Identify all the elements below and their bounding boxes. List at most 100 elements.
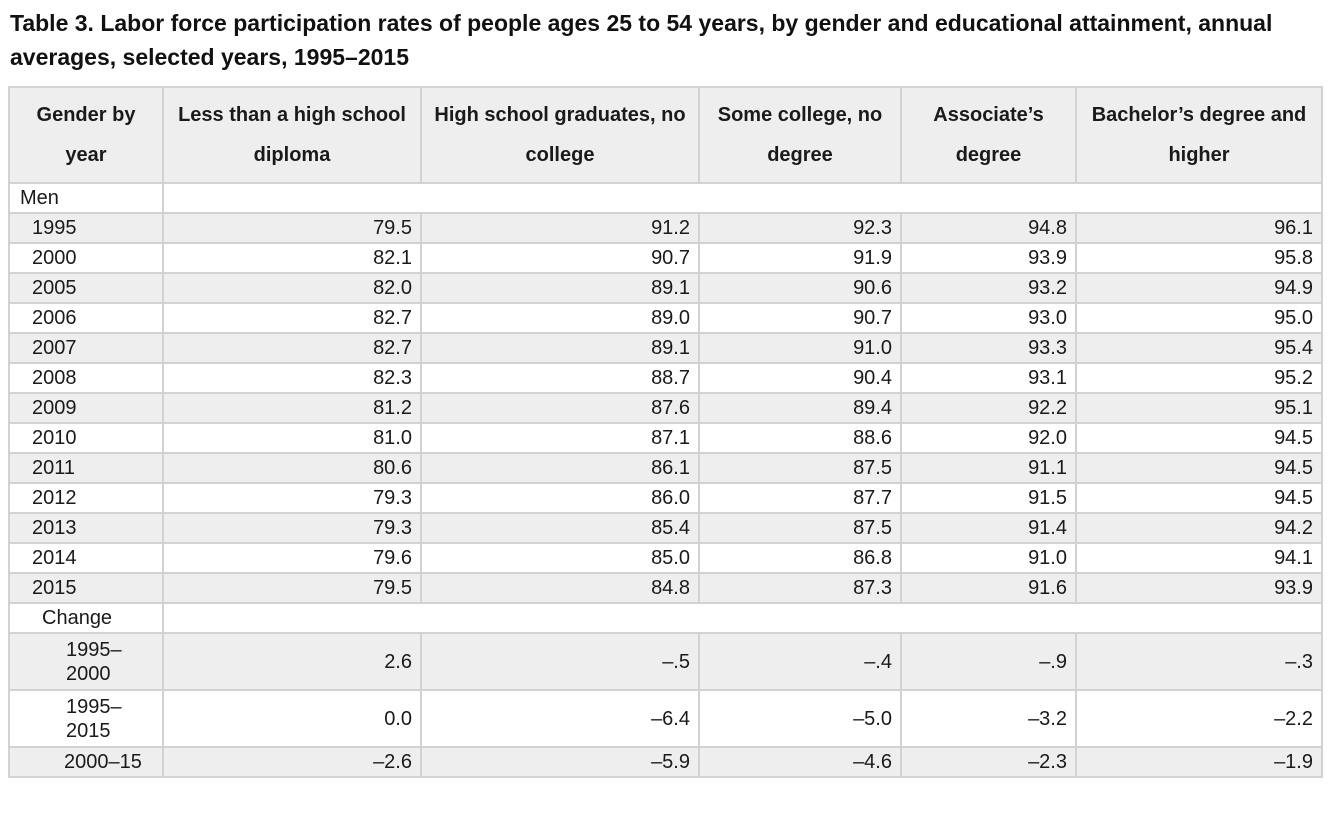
table-cell: 89.1: [420, 272, 700, 304]
table-cell: 84.8: [420, 572, 700, 604]
table-cell: 90.6: [698, 272, 902, 304]
table-row: 2009 81.2 87.6 89.4 92.2 95.1: [8, 392, 1323, 424]
table-cell: –.3: [1075, 632, 1323, 691]
table-row: 1995–2000 2.6 –.5 –.4 –.9 –.3: [8, 632, 1323, 691]
table-cell: 95.1: [1075, 392, 1323, 424]
table-cell: –6.4: [420, 689, 700, 748]
table-cell: –.4: [698, 632, 902, 691]
table-cell: 91.9: [698, 242, 902, 274]
table-row: 2015 79.5 84.8 87.3 91.6 93.9: [8, 572, 1323, 604]
table-cell: –2.2: [1075, 689, 1323, 748]
table-row: 2013 79.3 85.4 87.5 91.4 94.2: [8, 512, 1323, 544]
table-cell: 82.1: [162, 242, 422, 274]
row-label: 2000–15: [8, 746, 164, 778]
table-cell: 91.0: [698, 332, 902, 364]
table-cell: 94.5: [1075, 452, 1323, 484]
table-cell: 93.9: [1075, 572, 1323, 604]
table-cell: 91.5: [900, 482, 1077, 514]
table-cell: 90.7: [698, 302, 902, 334]
row-label: 2013: [8, 512, 164, 544]
column-header-gender-by-year: Gender by year: [8, 86, 164, 184]
table-row: 2000–15 –2.6 –5.9 –4.6 –2.3 –1.9: [8, 746, 1323, 778]
table-cell: 86.0: [420, 482, 700, 514]
row-label: 1995–2015: [8, 689, 164, 748]
table-cell: 87.3: [698, 572, 902, 604]
table-cell: 91.2: [420, 212, 700, 244]
table-cell: 90.7: [420, 242, 700, 274]
row-label: 2008: [8, 362, 164, 394]
section-row-change: Change: [8, 602, 1323, 634]
table-cell: 89.1: [420, 332, 700, 364]
table-cell: 93.1: [900, 362, 1077, 394]
table-cell: –5.9: [420, 746, 700, 778]
section-row-fill: [162, 602, 1323, 634]
table-cell: –4.6: [698, 746, 902, 778]
table-cell: 86.8: [698, 542, 902, 574]
table-cell: 87.1: [420, 422, 700, 454]
table-cell: 95.0: [1075, 302, 1323, 334]
section-row-men: Men: [8, 182, 1323, 214]
table-cell: 88.7: [420, 362, 700, 394]
column-header-less-than-high-school: Less than a high school diploma: [162, 86, 422, 184]
header-row: Gender by year Less than a high school d…: [8, 86, 1323, 184]
table-cell: 81.0: [162, 422, 422, 454]
table-cell: 93.0: [900, 302, 1077, 334]
table-cell: –5.0: [698, 689, 902, 748]
table-cell: 91.6: [900, 572, 1077, 604]
table-cell: 85.0: [420, 542, 700, 574]
table-cell: –2.6: [162, 746, 422, 778]
row-label: 2011: [8, 452, 164, 484]
row-label: 2012: [8, 482, 164, 514]
row-label: 2009: [8, 392, 164, 424]
table-cell: 95.2: [1075, 362, 1323, 394]
table-cell: 82.3: [162, 362, 422, 394]
table-cell: 79.3: [162, 512, 422, 544]
table-cell: 87.5: [698, 512, 902, 544]
section-row-fill: [162, 182, 1323, 214]
table-cell: 95.8: [1075, 242, 1323, 274]
table-row: 1995–2015 0.0 –6.4 –5.0 –3.2 –2.2: [8, 689, 1323, 748]
row-label: 2010: [8, 422, 164, 454]
table-cell: 94.5: [1075, 482, 1323, 514]
row-label: 1995–2000: [8, 632, 164, 691]
table-cell: 94.9: [1075, 272, 1323, 304]
table-cell: 86.1: [420, 452, 700, 484]
table-cell: 95.4: [1075, 332, 1323, 364]
table-row: 2010 81.0 87.1 88.6 92.0 94.5: [8, 422, 1323, 454]
table-cell: 79.3: [162, 482, 422, 514]
table-cell: 92.2: [900, 392, 1077, 424]
table-cell: 0.0: [162, 689, 422, 748]
table-cell: 79.5: [162, 212, 422, 244]
table-cell: –.5: [420, 632, 700, 691]
section-label-change: Change: [8, 602, 164, 634]
table-cell: –2.3: [900, 746, 1077, 778]
column-header-some-college: Some college, no degree: [698, 86, 902, 184]
table-cell: 87.6: [420, 392, 700, 424]
table-cell: 93.9: [900, 242, 1077, 274]
table-title: Table 3. Labor force participation rates…: [10, 10, 1273, 70]
table-cell: 80.6: [162, 452, 422, 484]
section-label-men: Men: [8, 182, 164, 214]
table-row: 2006 82.7 89.0 90.7 93.0 95.0: [8, 302, 1323, 334]
table-cell: 81.2: [162, 392, 422, 424]
data-table: Gender by year Less than a high school d…: [8, 86, 1323, 778]
table-cell: 88.6: [698, 422, 902, 454]
table-row: 2005 82.0 89.1 90.6 93.2 94.9: [8, 272, 1323, 304]
table-cell: 91.4: [900, 512, 1077, 544]
table-cell: 79.5: [162, 572, 422, 604]
table-cell: –3.2: [900, 689, 1077, 748]
row-label: 2005: [8, 272, 164, 304]
table-row: 1995 79.5 91.2 92.3 94.8 96.1: [8, 212, 1323, 244]
table-cell: 89.0: [420, 302, 700, 334]
row-label: 2014: [8, 542, 164, 574]
row-label: 1995: [8, 212, 164, 244]
table-row: 2007 82.7 89.1 91.0 93.3 95.4: [8, 332, 1323, 364]
table-cell: 90.4: [698, 362, 902, 394]
table-cell: 79.6: [162, 542, 422, 574]
table-row: 2008 82.3 88.7 90.4 93.1 95.2: [8, 362, 1323, 394]
table-cell: 82.0: [162, 272, 422, 304]
table-cell: –.9: [900, 632, 1077, 691]
table-cell: 87.7: [698, 482, 902, 514]
table-cell: 87.5: [698, 452, 902, 484]
table-cell: 93.3: [900, 332, 1077, 364]
